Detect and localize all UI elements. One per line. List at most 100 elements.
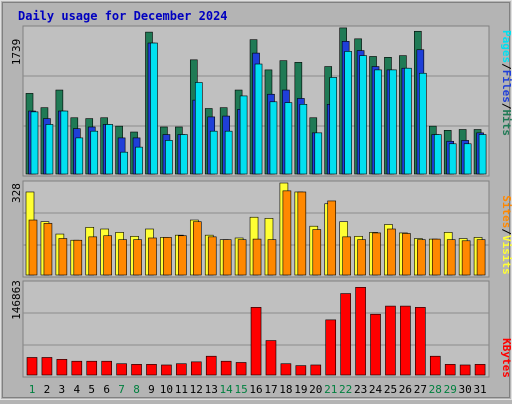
x-tick-label-day-4: 4 <box>73 383 80 396</box>
bar-kbytes-day-16 <box>250 307 262 376</box>
bar-pages-day-25 <box>389 69 397 175</box>
bar-sites-day-14 <box>222 239 232 276</box>
x-tick-label-day-3: 3 <box>59 383 66 396</box>
bar-kbytes-day-5 <box>86 360 98 376</box>
bar-sites-day-6 <box>103 235 112 276</box>
bar-kbytes-day-25 <box>385 305 396 376</box>
x-tick-label-day-18: 18 <box>279 383 292 396</box>
bar-kbytes-day-15 <box>235 362 247 376</box>
bar-pages-day-2 <box>45 124 54 175</box>
x-tick-label-day-15: 15 <box>234 383 247 396</box>
legend-kbytes: KBytes <box>500 338 512 378</box>
bar-pages-day-11 <box>180 134 188 175</box>
bar-kbytes-day-19 <box>295 365 307 376</box>
x-tick-label-day-28: 28 <box>429 383 442 396</box>
bar-kbytes-day-21 <box>325 319 337 376</box>
y-axis-label-kbytes: 146863 <box>10 280 23 320</box>
bar-sites-day-19 <box>297 191 307 276</box>
bar-kbytes-day-29 <box>444 364 456 376</box>
bar-pages-day-1 <box>30 111 39 175</box>
x-tick-label-day-24: 24 <box>369 383 383 396</box>
bar-sites-day-3 <box>58 238 68 276</box>
bar-kbytes-day-26 <box>400 305 411 376</box>
bar-kbytes-day-8 <box>131 364 142 376</box>
x-tick-label-day-13: 13 <box>205 383 218 396</box>
x-tick-label-day-23: 23 <box>354 383 367 396</box>
bar-kbytes-day-6 <box>101 360 112 376</box>
legend-entry-hits: Hits <box>500 110 512 137</box>
bar-pages-day-13 <box>209 130 218 175</box>
x-tick-label-day-16: 16 <box>249 383 262 396</box>
x-tick-label-day-10: 10 <box>160 383 173 396</box>
bar-sites-day-13 <box>207 236 217 276</box>
x-tick-label-day-7: 7 <box>118 383 125 396</box>
bar-kbytes-day-31 <box>474 364 486 376</box>
bar-pages-day-28 <box>433 134 442 175</box>
bar-sites-day-1 <box>28 219 38 276</box>
bar-kbytes-day-28 <box>429 355 441 376</box>
bar-pages-day-29 <box>448 143 457 175</box>
bar-pages-day-30 <box>463 143 472 175</box>
bar-pages-day-10 <box>165 140 173 175</box>
x-tick-label-day-31: 31 <box>473 383 486 396</box>
bar-pages-day-31 <box>478 134 487 175</box>
bar-sites-day-11 <box>178 235 187 276</box>
x-tick-label-day-19: 19 <box>294 383 307 396</box>
bar-sites-day-4 <box>73 239 83 276</box>
bar-pages-day-20 <box>314 132 323 175</box>
bar-kbytes-day-27 <box>415 307 426 376</box>
x-tick-label-day-27: 27 <box>414 383 427 396</box>
bar-sites-day-15 <box>237 239 247 276</box>
bar-kbytes-day-10 <box>161 364 172 376</box>
bar-kbytes-day-13 <box>205 355 217 376</box>
bar-sites-day-16 <box>252 238 262 276</box>
bar-kbytes-day-3 <box>56 359 68 376</box>
bar-pages-day-3 <box>60 110 69 175</box>
bar-sites-day-7 <box>118 239 127 276</box>
bar-pages-day-5 <box>90 130 99 175</box>
bar-pages-day-15 <box>239 95 248 175</box>
bar-kbytes-day-14 <box>220 360 232 376</box>
bar-sites-day-23 <box>357 239 366 276</box>
bar-sites-day-10 <box>163 237 172 276</box>
x-tick-label-day-8: 8 <box>133 383 140 396</box>
bar-pages-day-22 <box>344 51 352 175</box>
legend-entry-: / <box>500 103 512 110</box>
x-tick-label-day-25: 25 <box>384 383 397 396</box>
legend-entry-files: Files <box>500 70 512 103</box>
bar-kbytes-day-1 <box>26 357 38 376</box>
bar-sites-day-17 <box>267 239 277 276</box>
bar-sites-day-9 <box>148 237 157 276</box>
x-tick-label-day-14: 14 <box>220 383 234 396</box>
bar-pages-day-27 <box>419 72 427 175</box>
y-axis-label-hits: 1739 <box>10 39 23 66</box>
bar-pages-day-8 <box>135 146 143 175</box>
x-axis-day-labels: 1 2 3 4 5 6 7 8 9 10 11 12 13 14 15 16 17 18 19 20 21 22 23 24 2… <box>29 383 487 396</box>
bar-pages-day-6 <box>105 124 113 175</box>
x-tick-label-day-17: 17 <box>264 383 277 396</box>
x-tick-label-day-5: 5 <box>88 383 95 396</box>
bar-sites-day-2 <box>43 223 53 276</box>
bar-sites-day-31 <box>476 239 486 276</box>
bar-pages-day-26 <box>404 67 412 175</box>
legend-entry-kbytes: KBytes <box>500 338 512 378</box>
x-tick-label-day-1: 1 <box>29 383 36 396</box>
x-tick-label-day-2: 2 <box>44 383 51 396</box>
legend-entry-visits: Visits <box>500 235 512 275</box>
bar-sites-day-12 <box>192 221 202 276</box>
bar-kbytes-day-11 <box>176 363 187 376</box>
x-tick-label-day-26: 26 <box>399 383 412 396</box>
bar-pages-day-19 <box>299 104 308 175</box>
x-tick-label-day-6: 6 <box>103 383 110 396</box>
legend-entry-pages: Pages <box>500 30 512 63</box>
bar-pages-day-17 <box>269 101 278 175</box>
bar-sites-day-25 <box>387 228 396 276</box>
bar-sites-day-5 <box>88 236 98 276</box>
bar-kbytes-day-7 <box>116 363 127 376</box>
bar-pages-day-21 <box>329 77 338 175</box>
chart-title: Daily usage for December 2024 <box>18 9 228 23</box>
bar-kbytes-day-18 <box>280 363 292 376</box>
x-tick-label-day-21: 21 <box>324 383 337 396</box>
